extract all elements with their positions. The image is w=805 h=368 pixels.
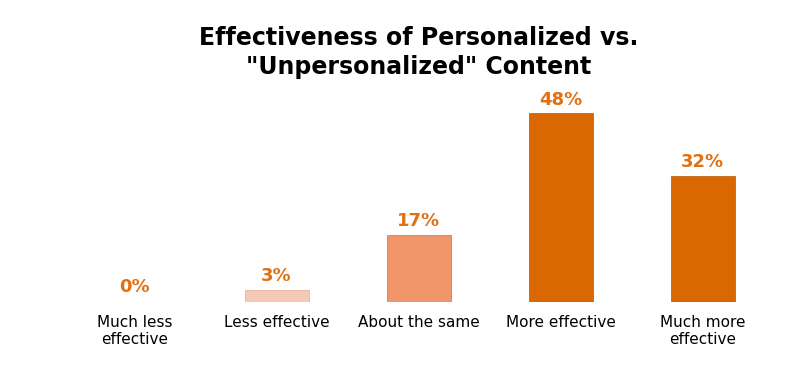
Text: 17%: 17% (397, 212, 440, 230)
Bar (671, 176, 735, 302)
Text: 0%: 0% (119, 278, 150, 296)
Bar (245, 290, 308, 302)
Text: 48%: 48% (539, 91, 582, 109)
Text: 32%: 32% (681, 153, 724, 171)
Bar (386, 235, 451, 302)
Text: 3%: 3% (262, 267, 292, 285)
Text: Effectiveness of Personalized vs.
"Unpersonalized" Content: Effectiveness of Personalized vs. "Unper… (199, 26, 638, 79)
Bar (529, 113, 592, 302)
